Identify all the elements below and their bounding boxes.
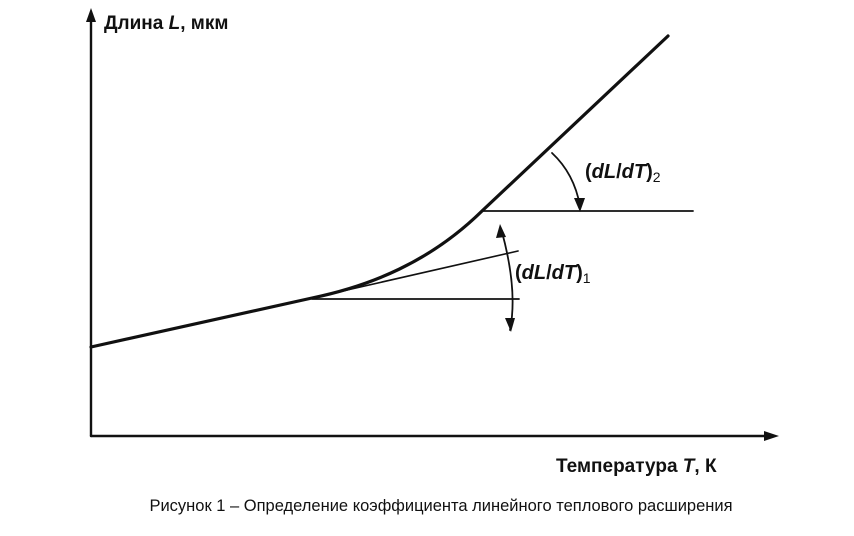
angle-label-1-subscript: 1 — [583, 270, 591, 286]
angle-label-2-subscript: 2 — [653, 169, 661, 185]
angle-label-1-L: L — [534, 262, 546, 284]
tangent-line-1 — [311, 250, 519, 299]
angle-label-1-d2: d — [552, 262, 565, 284]
angle-label-2-close: ) — [646, 161, 653, 183]
angle-arc-2-arrowhead — [574, 198, 585, 212]
angle-label-2-open: ( — [585, 161, 592, 183]
y-axis-label-variable: L — [169, 13, 181, 34]
x-axis-arrowhead — [764, 431, 779, 441]
angle-arc-1 — [501, 231, 514, 331]
angle-label-2-slash: / — [616, 161, 622, 183]
x-axis-label-prefix: Температура — [556, 456, 683, 477]
angle-label-1-d1: d — [522, 262, 535, 284]
angle-arc-1-arrowhead-top — [496, 224, 506, 238]
angle-arc-1-arrowhead-bottom — [505, 318, 515, 332]
angle-label-1-close: ) — [576, 262, 583, 284]
y-axis: Длина L, мкм — [86, 8, 228, 438]
angle-label-2: (dL/dT)2 — [585, 161, 661, 185]
y-axis-label-prefix: Длина — [104, 13, 169, 34]
tangent-construction-1: (dL/dT)1 — [311, 224, 591, 332]
x-axis-label-unit: , К — [694, 456, 717, 477]
angle-label-2-T: T — [634, 161, 648, 183]
y-axis-label-unit: , мкм — [180, 13, 228, 34]
x-axis: Температура T, К — [89, 431, 779, 477]
angle-label-2-d1: d — [592, 161, 605, 183]
expansion-curve — [89, 34, 670, 349]
angle-label-1-T: T — [564, 262, 578, 284]
angle-label-2-d2: d — [622, 161, 635, 183]
tangent-construction-2: (dL/dT)2 — [481, 152, 694, 212]
angle-label-2-L: L — [604, 161, 616, 183]
x-axis-label: Температура T, К — [556, 456, 717, 477]
y-axis-arrowhead — [86, 8, 96, 22]
figure-caption: Рисунок 1 – Определение коэффициента лин… — [149, 497, 732, 515]
angle-label-1-open: ( — [515, 262, 522, 284]
y-axis-label: Длина L, мкм — [104, 13, 228, 34]
angle-label-1-slash: / — [546, 262, 552, 284]
x-axis-label-variable: T — [683, 456, 696, 477]
angle-label-1: (dL/dT)1 — [515, 262, 591, 286]
